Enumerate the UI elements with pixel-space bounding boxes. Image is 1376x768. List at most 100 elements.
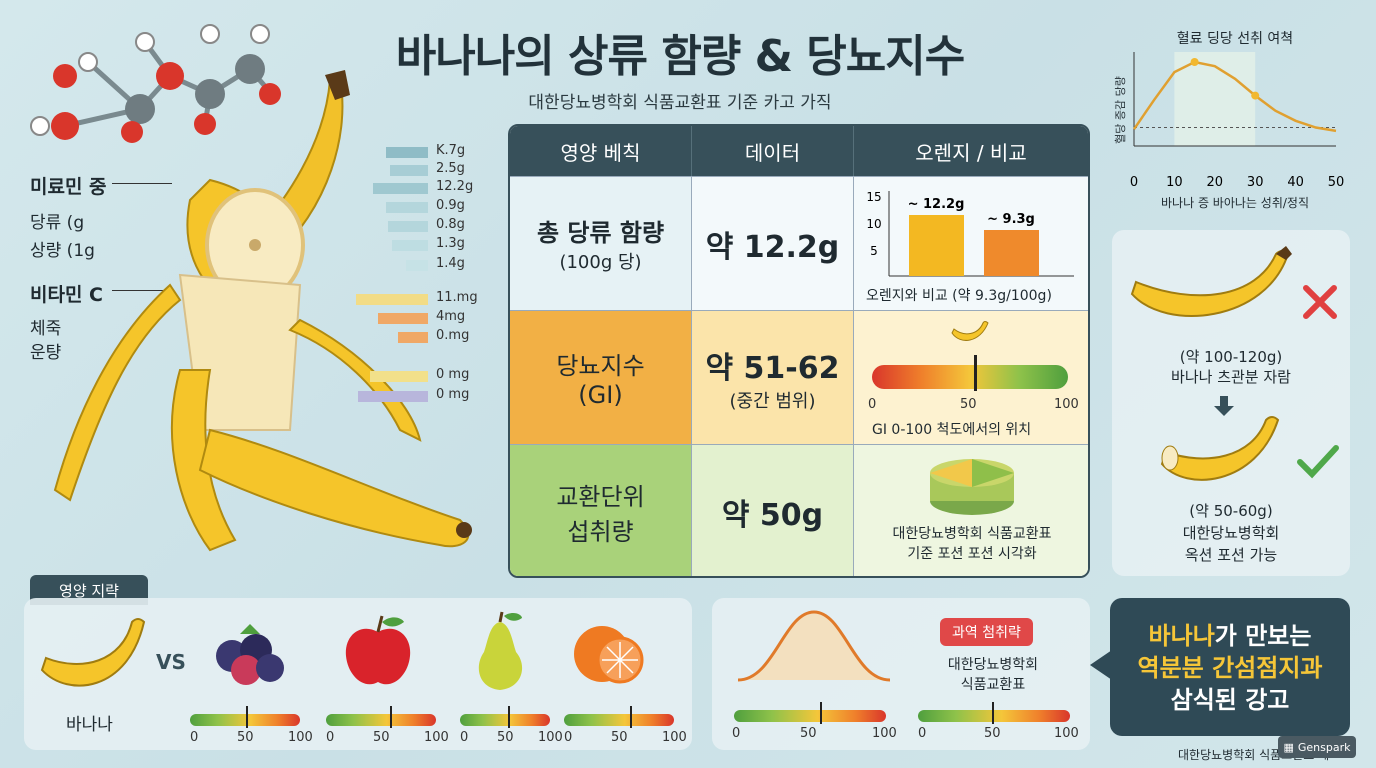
portion-caption-1: 대한당뇨병학회 식품교환표 [892,526,1052,542]
scale-tick: 50 [984,726,1001,741]
gi-marker [992,702,994,724]
scale-tick: 0 [732,726,741,741]
chart-title: 혈료 딩당 선취 여쳑 [1176,31,1294,47]
scale-tick: 0 [326,730,335,745]
row-label: 당뇨지수 (GI) [510,311,692,444]
nutrient-value: 12.2g [436,179,474,194]
row-label: 총 당류 함량 (100g 당) [510,177,692,310]
portion-visual-cell: 대한당뇨병학회 식품교환표 기준 포션 포션 시각화 [854,445,1088,576]
small-banana-icon [1160,416,1280,481]
gi-marker [246,706,248,728]
scale-tick: 100 [1054,726,1079,741]
nutrient-bar [398,332,428,343]
nutrient-value: 1.4g [436,256,465,271]
nutrient-value: 0 mg [436,367,470,382]
page-title: 바나나의 상류 함량 & 당뇨지수 [395,31,965,82]
scale-tick: 100 [662,730,687,745]
leader-line [112,290,172,291]
large-banana-icon [1130,246,1292,317]
sugar-comparison-chart: 15 10 5 ~ 12.2g ~ 9.3g 오렌지와 비교 (약 9.3g/1… [854,177,1088,310]
gi-scale-bar [872,365,1068,389]
gi-scale-cell: 0 50 100 GI 0-100 척도에서의 위치 [854,311,1088,444]
portion-caption-2: 기준 포션 포션 시각화 [907,546,1037,562]
key-message-callout: 바나나가 만보는 역분분 간섬점지과 삼식된 강고 [1110,598,1350,736]
row-value: 약 12.2g [692,177,854,310]
nutrient-bar [392,240,428,251]
column-header: 오렌지 / 비교 [915,140,1027,165]
gi-value: 약 51-62 [705,350,840,386]
x-tick-label: 30 [1247,175,1264,190]
gi-scale-right [918,710,1070,722]
scale-tick: 0 [190,730,199,745]
scale-tick: 0 [918,726,927,741]
y-tick: 5 [870,244,878,258]
apple-icon [345,615,411,685]
fruit-gi-scale [564,714,674,726]
scale-tick: 50 [960,397,977,412]
table-row: 총 당류 함량 (100g 당) 약 12.2g 15 10 5 ~ 12.2g… [510,176,1088,310]
source-line-1: 대한당뇨병학회 [947,657,1039,673]
row-label: 교환단위 섭취량 [510,445,692,576]
portion-disc-icon [930,459,1014,515]
small-portion-note: 옥션 포션 가능 [1184,546,1278,564]
bar-label: ~ 9.3g [987,212,1035,227]
nutrient-value: 1.3g [436,236,465,251]
nutrient-value: 0.9g [436,198,465,213]
small-portion-source: 대한당뇨병학회 [1182,524,1280,542]
nutrient-bar [386,147,428,158]
table-row: 교환단위 섭취량 약 50g 대한당뇨병학회 식품교환표 기준 포션 포션 시각… [510,444,1088,576]
gi-marker [630,706,632,728]
scale-tick: 100 [424,730,449,745]
pear-icon [478,611,523,690]
nutrient-bar [406,260,428,271]
row-label-sub: 섭취량 [567,517,634,546]
nutrient-value: 0.mg [436,328,470,343]
column-header: 영양 베칙 [510,126,692,176]
nutrient-bar [390,165,428,176]
row-label-main: 교환단위 [556,482,645,511]
callout-highlight: 바나나 [1148,622,1215,650]
gi-range-note: (중간 범위) [729,390,816,412]
amount-label: 상량 (1g [30,241,95,261]
cross-icon [1303,285,1337,319]
scale-tick: 50 [800,726,817,741]
large-portion-desc: 바나나 츠관분 자람 [1171,368,1291,386]
portion-panel: (약 100-120g) 바나나 츠관분 자람 (약 50-60g) 대한당뇨병… [1112,230,1350,576]
nutrient-value: 2.5g [436,161,465,176]
scale-tick: 0 [564,730,573,745]
scale-tick: 0 [460,730,469,745]
scale-caption: GI 0-100 척도에서의 위치 [872,422,1032,438]
glucose-chart-panel: 혈료 딩당 선취 여쳑 혈당 증감 당량 0 10 20 30 40 50 바나나 증 바… [1104,22,1366,210]
bar-chart: 15 10 5 ~ 12.2g ~ 9.3g [866,190,1074,277]
nutrient-value: 4mg [436,309,466,324]
row-value: 약 50g [692,445,854,576]
x-tick-label: 50 [1328,175,1345,190]
row-label-sub: (GI) [578,381,623,409]
leader-line [112,183,172,184]
scale-tick: 100 [288,730,313,745]
source-line-2: 식품교환표 [960,677,1026,693]
y-tick: 10 [866,217,881,231]
small-portion-weight: (약 50-60g) [1189,502,1273,520]
vitamin-c-label: 비타민 C [30,284,103,306]
row-label-sub: (100g 당) [559,252,642,273]
scale-tick: 100 [1054,397,1079,412]
gi-marker [974,355,977,391]
minerals-label: 미료민 중 [30,176,107,198]
chart-xlabel: 바나나 증 바아나는 성취/정직 [1161,196,1309,210]
vs-label: VS [156,650,186,674]
nutrient-value: 11.mg [436,290,478,305]
row-label-main: 총 당류 함량 [536,219,665,247]
scale-tick: 100 [538,730,563,745]
check-icon [1297,445,1339,479]
glucose-curve [1132,60,1337,133]
x-tick-label: 0 [1130,175,1138,190]
brand-badge[interactable]: ▦ Genspark [1278,736,1356,758]
scale-tick: 50 [497,730,514,745]
nutrition-table: 영양 베칙 데이터 오렌지 / 비교 총 당류 함량 (100g 당) 약 12… [508,124,1090,578]
nutrient-bar [370,371,428,382]
banana-icon [40,618,146,687]
column-header: 데이터 [692,126,854,176]
page-subtitle: 대한당뇨병학회 식품교환표 기준 카고 가직 [528,93,832,113]
gi-scale-left [734,710,886,722]
